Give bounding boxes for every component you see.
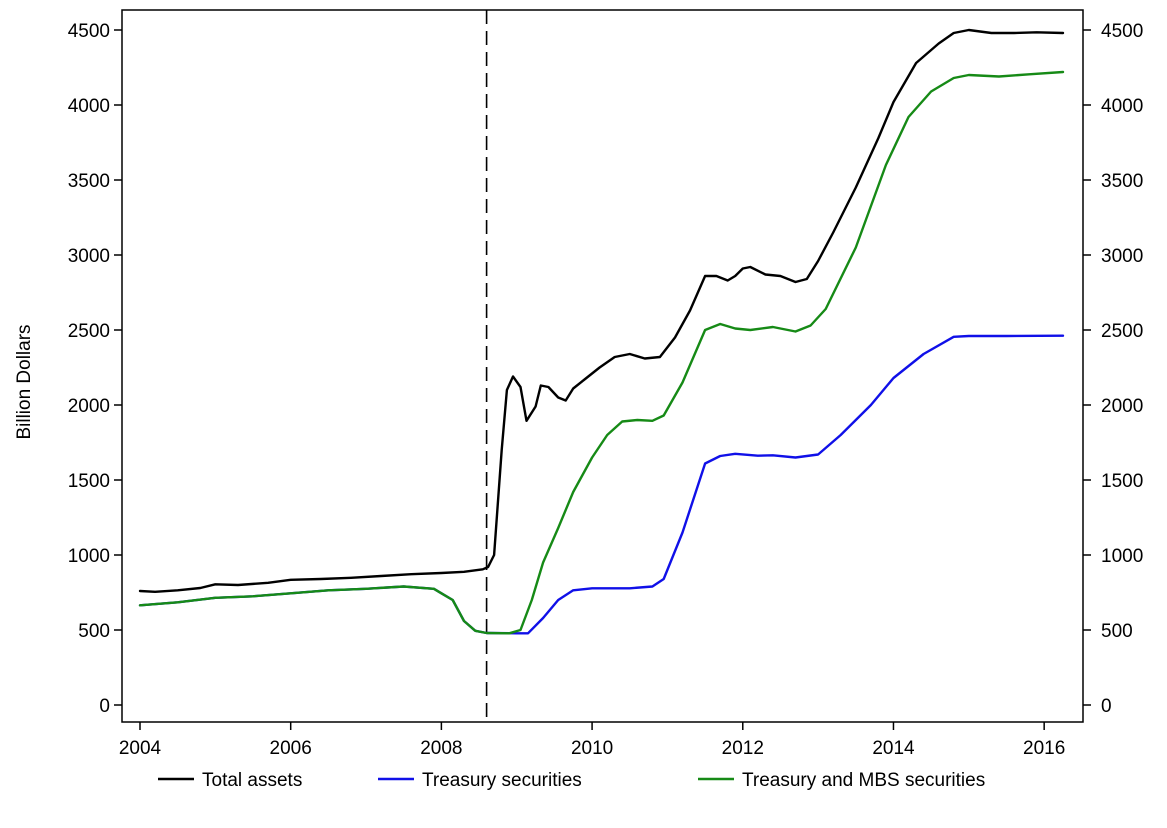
left-y-tick-label: 4500 bbox=[68, 21, 110, 42]
x-tick-label: 2012 bbox=[722, 738, 764, 759]
x-tick-label: 2014 bbox=[872, 738, 915, 759]
left-y-tick-label: 4000 bbox=[68, 96, 110, 117]
right-y-tick-label: 500 bbox=[1101, 621, 1133, 642]
series-line-2 bbox=[138, 334, 1065, 635]
right-y-tick-label: 0 bbox=[1101, 696, 1112, 717]
left-y-tick-label: 3000 bbox=[68, 246, 110, 267]
plot-border bbox=[121, 9, 1084, 723]
x-tick-label: 2004 bbox=[119, 738, 162, 759]
x-tick-label: 2010 bbox=[571, 738, 613, 759]
legend-label-1: Total assets bbox=[202, 770, 302, 791]
right-y-tick-label: 3000 bbox=[1101, 246, 1143, 267]
x-tick-label: 2008 bbox=[420, 738, 462, 759]
right-y-tick-label: 2000 bbox=[1101, 396, 1143, 417]
left-y-tick-label: 1500 bbox=[68, 471, 110, 492]
series-line-1 bbox=[138, 28, 1065, 593]
series-line-3 bbox=[138, 70, 1065, 635]
left-y-tick-label: 500 bbox=[78, 621, 110, 642]
left-y-axis: 0 500 1000 1500 2000 2500 3000 3500 4000 4500 bbox=[68, 21, 122, 717]
y-axis-title: Billion Dollars bbox=[14, 324, 35, 439]
left-y-tick-label: 2500 bbox=[68, 321, 110, 342]
left-y-tick-label: 1000 bbox=[68, 546, 110, 567]
left-y-tick-label: 3500 bbox=[68, 171, 110, 192]
x-tick-label: 2006 bbox=[270, 738, 312, 759]
right-y-tick-label: 3500 bbox=[1101, 171, 1143, 192]
x-axis: 2004 2006 2008 2010 2012 2014 2016 bbox=[119, 722, 1065, 759]
x-tick-label: 2016 bbox=[1023, 738, 1065, 759]
left-y-tick-label: 2000 bbox=[68, 396, 110, 417]
right-y-axis: 0 500 1000 1500 2000 2500 3000 3500 4000 4500 bbox=[1083, 21, 1143, 717]
right-y-tick-label: 1000 bbox=[1101, 546, 1143, 567]
legend-label-2: Treasury securities bbox=[422, 770, 582, 791]
right-y-tick-label: 4000 bbox=[1101, 96, 1143, 117]
plot-frame bbox=[121, 9, 1084, 723]
right-y-tick-label: 1500 bbox=[1101, 471, 1143, 492]
right-y-tick-label: 2500 bbox=[1101, 321, 1143, 342]
left-y-tick-label: 0 bbox=[99, 696, 110, 717]
legend: Total assets Treasury securities Treasury … bbox=[158, 770, 985, 791]
series-lines bbox=[138, 28, 1065, 635]
right-y-tick-label: 4500 bbox=[1101, 21, 1143, 42]
legend-label-3: Treasury and MBS securities bbox=[742, 770, 985, 791]
